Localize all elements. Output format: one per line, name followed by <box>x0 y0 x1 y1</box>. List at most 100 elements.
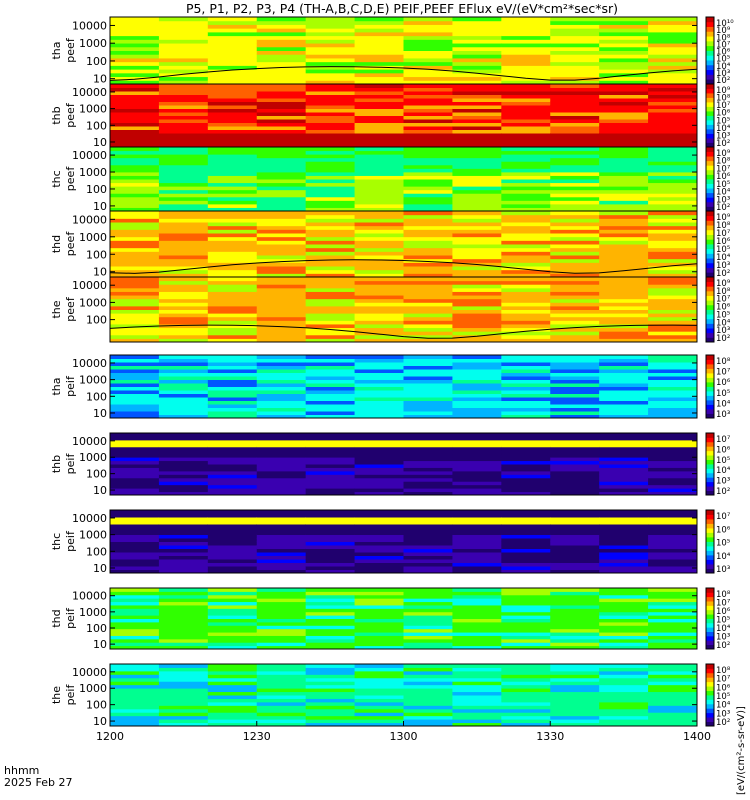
heatmap-cell <box>354 236 404 241</box>
heatmap-cell <box>305 467 356 472</box>
heatmap-cell <box>207 548 258 553</box>
heatmap-cell <box>110 143 160 148</box>
heatmap-cell <box>599 670 649 675</box>
heatmap-cell <box>403 291 453 296</box>
heatmap-cell <box>452 719 502 724</box>
heatmap-cell <box>501 400 551 405</box>
colorbar-swatch <box>706 206 714 212</box>
heatmap-cell <box>403 453 453 458</box>
heatmap-cell <box>158 196 209 201</box>
heatmap-cell <box>158 91 209 95</box>
heatmap-cell <box>110 681 160 686</box>
heatmap-cell <box>305 244 356 249</box>
heatmap-cell <box>158 632 209 636</box>
heatmap-cell <box>648 450 698 455</box>
heatmap-cell <box>403 61 453 66</box>
heatmap-cell <box>501 218 551 223</box>
heatmap-cell <box>158 218 209 223</box>
heatmap-cell <box>110 76 160 81</box>
heatmap-cell <box>256 222 307 227</box>
heatmap-cell <box>207 186 258 191</box>
heatmap-cell <box>403 323 453 329</box>
heatmap-cell <box>207 122 258 127</box>
heatmap-cell <box>158 386 209 391</box>
heatmap-cell <box>305 161 356 166</box>
heatmap-cell <box>207 397 258 401</box>
heatmap-cell <box>648 552 698 556</box>
heatmap-cell <box>501 453 551 458</box>
colorbar-swatch <box>706 703 714 709</box>
heatmap-cell <box>256 481 307 486</box>
heatmap-cell <box>110 436 160 441</box>
colorbar-swatch <box>706 368 714 374</box>
heatmap-cell <box>501 457 551 462</box>
heatmap-cell <box>452 258 502 263</box>
heatmap-cell <box>403 555 453 560</box>
heatmap-cell <box>452 87 502 92</box>
heatmap-cell <box>256 280 307 285</box>
heatmap-cell <box>305 203 356 208</box>
heatmap-cell <box>207 379 258 384</box>
heatmap-cell <box>501 57 551 63</box>
heatmap-cell <box>403 719 453 724</box>
heatmap-cell <box>354 119 404 123</box>
heatmap-cell <box>110 464 160 468</box>
heatmap-cell <box>403 684 453 689</box>
heatmap-cell <box>501 722 551 727</box>
heatmap-cell <box>158 255 209 260</box>
heatmap-cell <box>501 269 551 274</box>
heatmap-cell <box>207 481 258 486</box>
heatmap-cell <box>648 154 698 159</box>
heatmap-cell <box>256 211 307 216</box>
heatmap-cell <box>158 642 209 647</box>
heatmap-cell <box>550 87 600 92</box>
heatmap-cell <box>648 481 698 486</box>
heatmap-cell <box>648 439 698 444</box>
colorbar-tick-label: 10⁵ <box>716 310 730 320</box>
heatmap-cell <box>305 236 356 241</box>
heatmap-cell <box>648 273 698 278</box>
heatmap-cell <box>305 414 356 419</box>
heatmap-cell <box>207 193 258 198</box>
heatmap-cell <box>256 524 307 528</box>
heatmap-cell <box>305 193 356 198</box>
heatmap-cell <box>256 225 307 230</box>
heatmap-cell <box>207 681 258 686</box>
colorbar-tick-label: 10⁷ <box>716 295 731 305</box>
heatmap-cell <box>403 251 453 256</box>
heatmap-cell <box>110 628 160 633</box>
heatmap-cell <box>110 154 160 159</box>
heatmap-cell <box>550 161 600 166</box>
heatmap-cell <box>207 400 258 405</box>
heatmap-cell <box>550 439 600 444</box>
heatmap-cell <box>501 608 551 613</box>
heatmap-cell <box>550 94 600 99</box>
heatmap-cell <box>648 105 698 109</box>
heatmap-cell <box>452 386 502 391</box>
heatmap-cell <box>452 284 502 289</box>
heatmap-cell <box>599 604 649 609</box>
heatmap-cell <box>550 667 600 672</box>
heatmap-cell <box>648 708 698 713</box>
heatmap-cell <box>110 484 160 489</box>
heatmap-cell <box>256 681 307 686</box>
heatmap-cell <box>452 460 502 465</box>
heatmap-cell <box>354 635 404 640</box>
heatmap-cell <box>599 708 649 713</box>
heatmap-cell <box>452 474 502 479</box>
heatmap-cell <box>305 154 356 159</box>
heatmap-cell <box>550 229 600 234</box>
heatmap-cell <box>648 266 698 271</box>
heatmap-cell <box>305 393 356 398</box>
colorbar-swatch <box>706 609 714 615</box>
heatmap-cell <box>305 284 356 289</box>
heatmap-cell <box>599 115 649 120</box>
heatmap-cell <box>354 225 404 230</box>
heatmap-cell <box>305 147 356 152</box>
heatmap-cell <box>207 119 258 123</box>
heatmap-cell <box>305 712 356 717</box>
y-tick-label: 10000 <box>72 86 107 99</box>
heatmap-cell <box>158 559 209 563</box>
heatmap-cell <box>648 524 698 528</box>
heatmap-cell <box>403 284 453 289</box>
